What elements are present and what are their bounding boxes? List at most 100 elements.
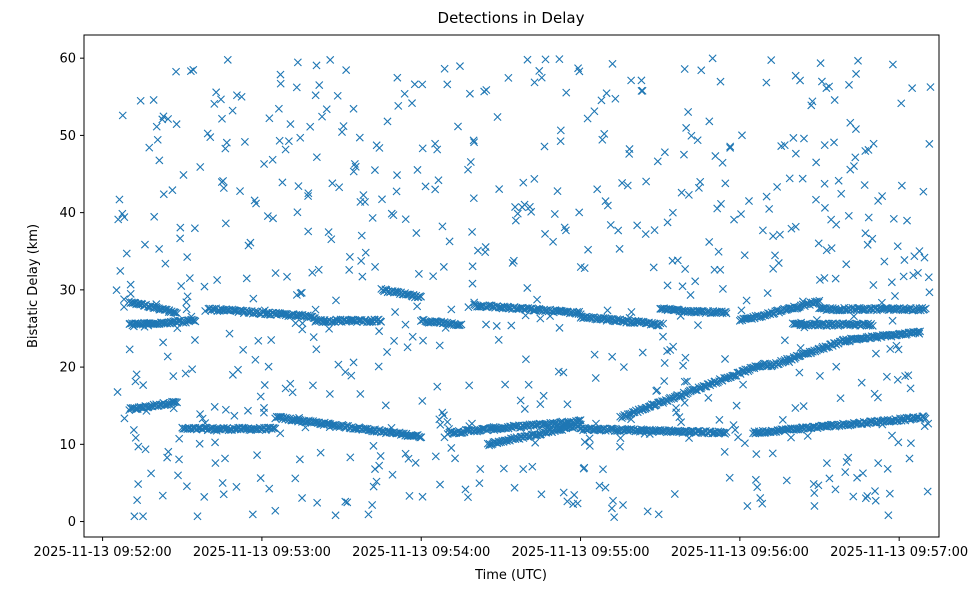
- data-point: [883, 464, 892, 473]
- data-point: [866, 417, 875, 426]
- data-point: [120, 295, 129, 304]
- data-point: [410, 80, 419, 89]
- data-point: [328, 179, 337, 188]
- data-point: [276, 429, 285, 438]
- data-point: [903, 216, 912, 225]
- data-point: [768, 449, 777, 458]
- data-point: [659, 319, 668, 328]
- data-point: [357, 256, 366, 265]
- data-point: [375, 425, 384, 434]
- data-point: [739, 380, 748, 389]
- data-point: [878, 420, 887, 429]
- data-point: [795, 368, 804, 377]
- data-point: [163, 352, 172, 361]
- data-point: [798, 174, 807, 183]
- data-point: [359, 191, 368, 200]
- data-point: [705, 117, 714, 126]
- data-point: [312, 345, 321, 354]
- y-tick-label: 30: [59, 283, 76, 298]
- data-point: [656, 319, 665, 328]
- data-point: [599, 465, 607, 474]
- data-point: [827, 244, 836, 253]
- data-point: [225, 329, 234, 338]
- data-point: [842, 458, 851, 467]
- data-point: [268, 155, 277, 164]
- data-point: [134, 480, 143, 489]
- data-point: [904, 371, 913, 380]
- data-point: [429, 272, 438, 281]
- data-point: [251, 355, 260, 364]
- data-point: [370, 166, 379, 175]
- data-point: [722, 428, 731, 437]
- data-point: [608, 59, 617, 68]
- data-point: [115, 195, 124, 204]
- data-point: [888, 431, 896, 440]
- data-point: [563, 497, 572, 506]
- data-point: [854, 56, 862, 65]
- data-point: [921, 304, 930, 313]
- data-point: [296, 133, 305, 142]
- data-point: [327, 235, 336, 244]
- data-point: [383, 117, 392, 126]
- data-point: [455, 321, 464, 330]
- data-point: [403, 343, 412, 352]
- y-tick-label: 10: [59, 438, 76, 453]
- data-point: [641, 426, 650, 435]
- data-point: [652, 321, 661, 330]
- data-point: [763, 289, 772, 298]
- data-point: [339, 122, 348, 131]
- data-point: [141, 445, 150, 454]
- data-point: [297, 288, 306, 297]
- data-point: [861, 147, 870, 155]
- data-point: [271, 506, 280, 515]
- data-point: [765, 204, 774, 213]
- data-point: [480, 87, 489, 96]
- data-point: [250, 196, 259, 205]
- data-point: [322, 105, 331, 114]
- data-point: [509, 256, 518, 265]
- data-point: [265, 114, 274, 123]
- data-point: [525, 202, 534, 211]
- data-point: [470, 298, 479, 307]
- data-point: [408, 332, 417, 341]
- data-point: [874, 459, 883, 468]
- data-point: [663, 218, 672, 227]
- data-point: [210, 402, 219, 411]
- data-point: [416, 433, 425, 442]
- data-point: [134, 442, 143, 451]
- data-point: [882, 372, 891, 381]
- data-point: [315, 81, 324, 90]
- data-point: [815, 275, 824, 284]
- data-point: [796, 343, 805, 352]
- data-point: [737, 306, 746, 315]
- data-point: [536, 400, 545, 409]
- data-point: [476, 302, 485, 311]
- data-point: [211, 459, 220, 468]
- data-point: [392, 187, 401, 196]
- data-point: [716, 199, 725, 208]
- data-point: [351, 162, 360, 171]
- data-point: [388, 470, 397, 479]
- data-point: [136, 96, 145, 105]
- data-point: [228, 106, 237, 115]
- data-point: [769, 232, 778, 241]
- data-point: [900, 256, 909, 265]
- data-point: [888, 316, 897, 325]
- data-point: [737, 131, 746, 140]
- data-point: [221, 144, 230, 153]
- data-point: [265, 484, 274, 493]
- data-point: [528, 462, 537, 471]
- data-point: [825, 474, 834, 483]
- data-point: [825, 82, 834, 91]
- data-point: [713, 204, 722, 213]
- data-point: [140, 322, 149, 331]
- data-point: [113, 388, 122, 397]
- data-point: [120, 302, 129, 311]
- data-point: [595, 481, 604, 490]
- data-point: [176, 234, 185, 243]
- data-point: [925, 288, 934, 297]
- data-point: [417, 433, 426, 442]
- data-point: [693, 136, 702, 145]
- data-point: [445, 237, 454, 246]
- data-point: [240, 137, 249, 146]
